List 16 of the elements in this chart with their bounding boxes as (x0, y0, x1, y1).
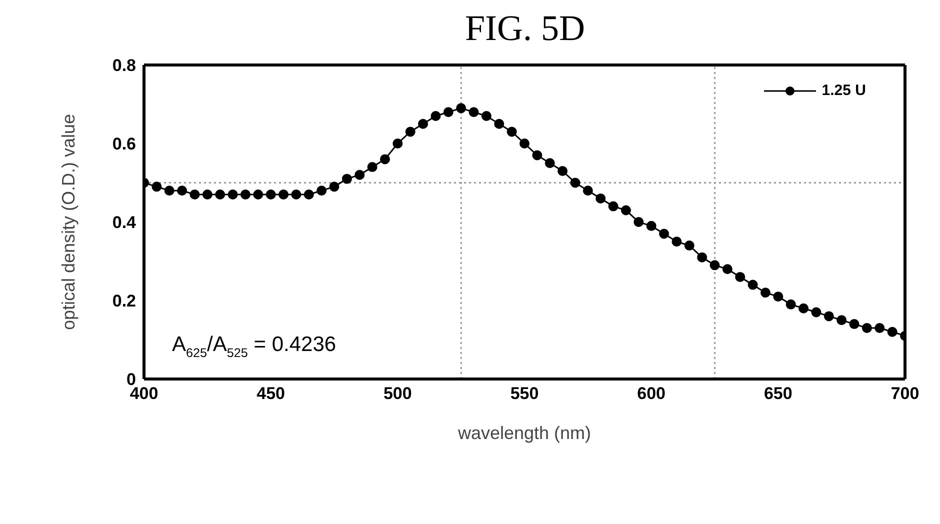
x-axis-title: wavelength (nm) (456, 423, 592, 443)
x-tick-label: 600 (637, 384, 666, 404)
x-tick-label: 550 (510, 384, 539, 404)
x-tick-label: 500 (383, 384, 412, 404)
y-tick-label: 0.2 (112, 292, 136, 311)
legend-label: 1.25 U (822, 82, 866, 99)
x-tick-label: 700 (890, 384, 920, 404)
x-tick-label: 400 (130, 384, 158, 404)
chart-title: FIG. 5D (464, 8, 586, 48)
annotation: A$_{625}$/A$_{525}$ = 0.4236 (172, 333, 336, 360)
x-tick-label: 450 (256, 384, 286, 404)
y-axis-title: optical density (O.D.) value (58, 114, 78, 330)
y-tick-label: 0.8 (112, 56, 136, 76)
x-tick-label: 650 (764, 384, 792, 404)
y-tick-label: 0.4 (112, 213, 137, 232)
y-tick-label: 0.6 (112, 134, 136, 154)
